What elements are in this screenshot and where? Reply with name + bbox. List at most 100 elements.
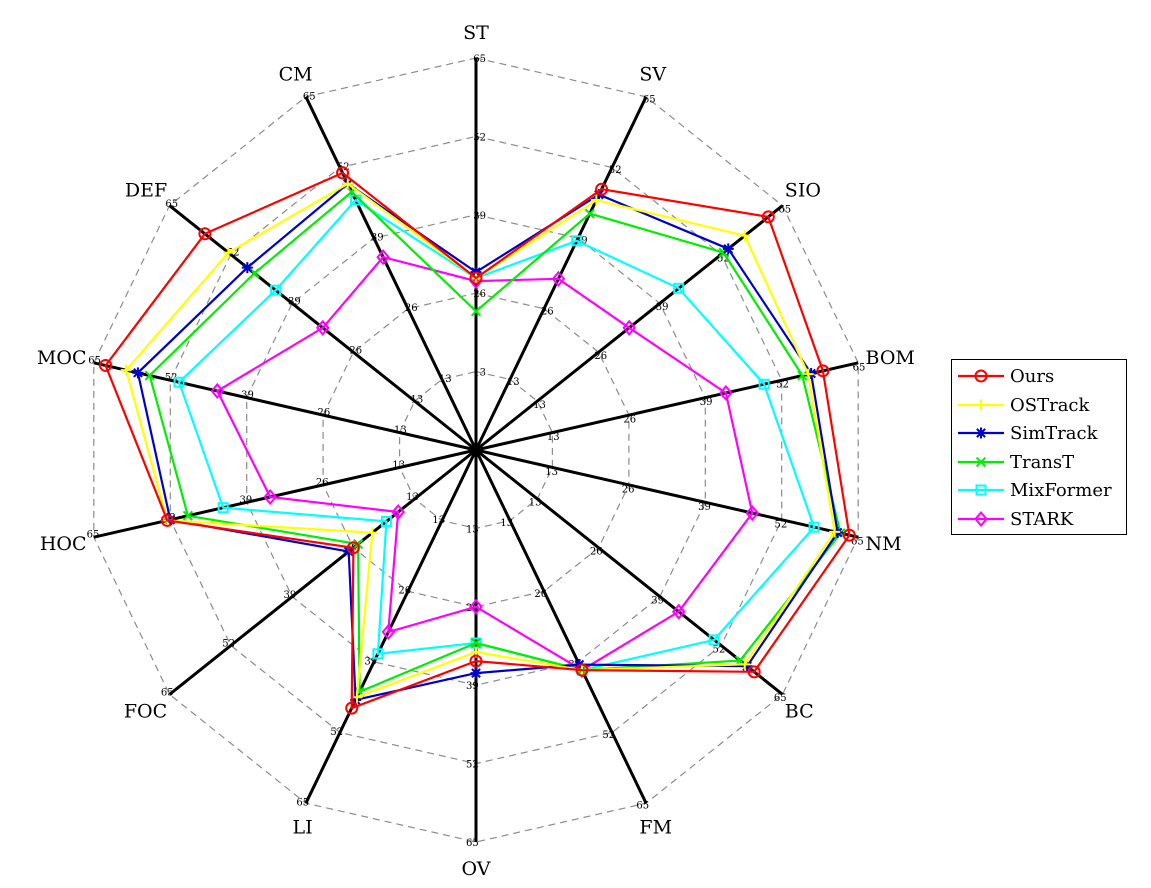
- axis-label-sio: SIO: [785, 179, 821, 201]
- tick-label-moc-52: 52: [165, 373, 178, 384]
- point-ours-sio: [761, 210, 775, 224]
- tick-label-sio-26: 26: [594, 351, 607, 362]
- axis-label-bc: BC: [785, 701, 814, 723]
- tick-label-sv-52: 52: [609, 165, 622, 176]
- tick-label-fm-52: 52: [602, 730, 615, 741]
- tick-label-bom-52: 52: [776, 380, 789, 391]
- axis-spoke-bom: [475, 361, 859, 452]
- tick-label-nm-52: 52: [775, 519, 788, 530]
- point-mixformer-def: [270, 284, 282, 296]
- point-ostrack-sv: [590, 194, 602, 206]
- point-mixformer-sio: [673, 282, 685, 294]
- axis-label-foc: FOC: [124, 701, 167, 723]
- point-ostrack-bom: [802, 368, 814, 380]
- point-stark-hoc: [263, 488, 278, 506]
- tick-label-moc-13: 13: [394, 425, 407, 436]
- point-stark-nm: [745, 505, 760, 522]
- tick-label-sio-39: 39: [656, 302, 669, 313]
- axis-label-fm: FM: [639, 817, 672, 839]
- legend-label-mixformer: MixFormer: [1010, 480, 1112, 501]
- point-stark-bom: [719, 384, 733, 402]
- point-mixformer-li: [372, 648, 384, 660]
- legend-label-simtrack: SimTrack: [1010, 423, 1098, 444]
- point-transt-bom: [797, 370, 808, 381]
- point-ours-cm: [336, 166, 350, 180]
- point-transt-moc: [144, 370, 155, 381]
- point-transt-sv: [584, 208, 595, 219]
- legend-marker-ours: [974, 369, 988, 383]
- point-ours-nm: [842, 528, 856, 542]
- point-ostrack-bc: [739, 658, 751, 670]
- tick-label-li-26: 26: [398, 586, 411, 597]
- legend-label-transt: TransT: [1010, 451, 1075, 473]
- tick-label-moc-39: 39: [241, 390, 254, 401]
- tick-label-hoc-26: 26: [316, 477, 329, 488]
- point-transt-st: [470, 306, 482, 317]
- axis-spoke-cm: [304, 96, 478, 451]
- point-ours-ov: [469, 654, 483, 668]
- point-mixformer-moc: [173, 376, 185, 388]
- legend-marker-stark: [974, 510, 988, 527]
- legend-swatch-mixformer: [958, 484, 1004, 496]
- point-stark-foc: [391, 503, 406, 521]
- legend-item-stark: STARK: [952, 505, 1126, 533]
- tick-label-sv-65: 65: [643, 94, 656, 105]
- point-transt-ov: [470, 637, 482, 649]
- axis-label-nm: NM: [866, 533, 902, 555]
- point-stark-li: [381, 623, 396, 641]
- axis-spoke-hoc: [93, 448, 477, 539]
- axis-label-moc: MOC: [37, 347, 87, 369]
- point-mixformer-foc: [380, 515, 392, 527]
- tick-label-fm-13: 13: [500, 518, 513, 529]
- point-ours-foc: [346, 541, 360, 555]
- tick-label-ov-13: 13: [466, 524, 479, 535]
- tick-label-cm-26: 26: [405, 303, 418, 314]
- axis-spoke-foc: [168, 448, 477, 696]
- tick-label-foc-52: 52: [222, 639, 235, 650]
- legend-swatch-simtrack: [958, 427, 1004, 439]
- tick-label-li-52: 52: [330, 727, 343, 738]
- axis-spoke-bc: [475, 448, 784, 696]
- point-ostrack-nm: [829, 526, 841, 538]
- tick-label-bom-26: 26: [623, 415, 636, 426]
- point-stark-sio: [622, 319, 637, 336]
- tick-label-cm-13: 13: [439, 374, 452, 385]
- legend-marker-mixformer: [975, 484, 987, 496]
- point-ostrack-li: [351, 691, 363, 703]
- axis-label-st: ST: [463, 22, 489, 44]
- axis-label-li: LI: [292, 817, 312, 839]
- point-stark-def: [315, 319, 330, 336]
- tick-label-bom-13: 13: [547, 432, 560, 443]
- legend-label-stark: STARK: [1010, 508, 1074, 530]
- axis-label-bom: BOM: [866, 347, 915, 369]
- tick-label-sio-65: 65: [778, 204, 791, 215]
- axis-label-def: DEF: [125, 179, 167, 201]
- tick-label-st-39: 39: [473, 211, 486, 222]
- series-line-ours: [104, 171, 851, 710]
- tick-label-st-13: 13: [473, 368, 486, 379]
- point-ours-moc: [99, 358, 113, 372]
- series-stark: [210, 249, 760, 679]
- tick-label-li-39: 39: [364, 656, 377, 667]
- tick-label-nm-65: 65: [851, 537, 864, 548]
- axis-label-ov: OV: [462, 858, 491, 880]
- grid-ring-26: [322, 292, 630, 608]
- series-line-stark: [215, 255, 754, 672]
- point-mixformer-bc: [708, 634, 720, 646]
- point-ostrack-moc: [120, 364, 132, 376]
- legend-label-ours: Ours: [1010, 366, 1055, 387]
- tick-label-fm-26: 26: [534, 589, 547, 600]
- tick-label-st-65: 65: [473, 54, 486, 65]
- tick-label-ov-52: 52: [466, 760, 479, 771]
- tick-label-bom-65: 65: [853, 362, 866, 373]
- legend-marker-simtrack: [975, 427, 987, 439]
- point-ostrack-def: [222, 247, 234, 259]
- radar-axes: [93, 58, 859, 842]
- tick-label-sio-13: 13: [533, 400, 546, 411]
- point-ostrack-sio: [739, 230, 751, 242]
- tick-label-li-13: 13: [432, 515, 445, 526]
- tick-label-nm-13: 13: [545, 467, 558, 478]
- point-simtrack-def: [241, 262, 253, 274]
- axis-spoke-li: [304, 449, 478, 804]
